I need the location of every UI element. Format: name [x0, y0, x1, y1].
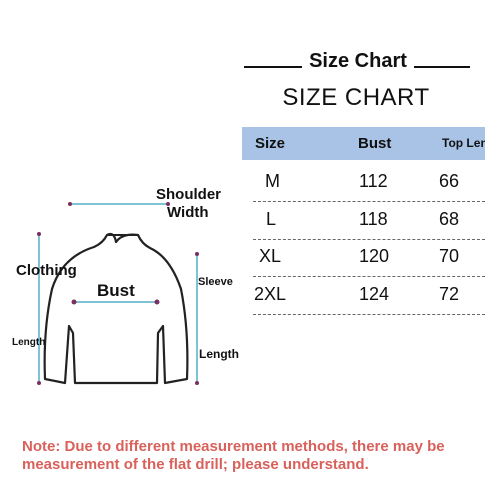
- note-line-1: Note: Due to different measurement metho…: [22, 438, 445, 455]
- cell-size: 2XL: [254, 284, 287, 304]
- jacket-outline: [43, 232, 189, 385]
- cell-top-length: 68: [439, 209, 460, 229]
- size-chart-subtitle: SIZE CHART: [282, 84, 430, 111]
- table-row: L 118 68: [253, 201, 485, 240]
- sleeve-length-label: Length: [199, 347, 239, 361]
- heading-rule-right: [414, 66, 470, 68]
- cell-bust: 118: [359, 209, 388, 229]
- size-chart-heading: Size Chart: [244, 48, 470, 76]
- table-row: M 112 66: [253, 163, 485, 202]
- sleeve-label: Sleeve: [198, 276, 233, 288]
- cell-top-length: 70: [439, 246, 460, 266]
- table-row: XL 120 70: [253, 238, 485, 277]
- column-header-size: Size: [255, 135, 286, 152]
- cell-size: L: [266, 209, 277, 229]
- cell-size: M: [265, 171, 280, 191]
- clothing-length-label: Length: [12, 337, 46, 348]
- shoulder-label: Shoulder: [156, 186, 222, 203]
- column-header-top-length: Top Len: [442, 136, 485, 150]
- bust-label: Bust: [97, 281, 135, 300]
- note-line-2: measurement of the flat drill; please un…: [22, 456, 369, 473]
- table-header: Size Bust Top Len: [242, 127, 485, 160]
- column-header-bust: Bust: [358, 135, 392, 152]
- cell-top-length: 72: [439, 284, 460, 304]
- cell-top-length: 66: [439, 171, 460, 191]
- size-chart-title: Size Chart: [309, 50, 407, 72]
- cell-bust: 124: [359, 284, 390, 304]
- cell-bust: 112: [359, 171, 388, 191]
- cell-size: XL: [259, 246, 282, 266]
- table-row: 2XL 124 72: [253, 276, 485, 315]
- measurement-note: Note: Due to different measurement metho…: [22, 438, 485, 478]
- clothing-label: Clothing: [16, 262, 77, 279]
- width-label: Width: [167, 204, 209, 221]
- cell-bust: 120: [359, 246, 390, 266]
- heading-rule-left: [244, 66, 302, 68]
